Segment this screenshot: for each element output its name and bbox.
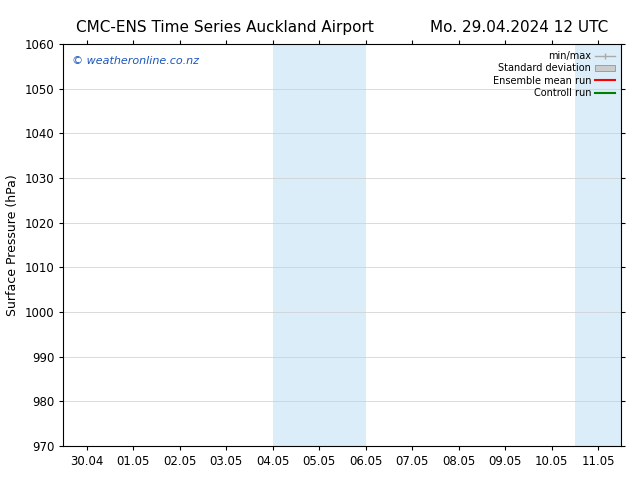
Bar xyxy=(598,44,621,446)
Text: © weatheronline.co.nz: © weatheronline.co.nz xyxy=(72,56,199,66)
Legend: min/max, Standard deviation, Ensemble mean run, Controll run: min/max, Standard deviation, Ensemble me… xyxy=(491,49,616,100)
Text: CMC-ENS Time Series Auckland Airport: CMC-ENS Time Series Auckland Airport xyxy=(76,20,374,35)
Bar xyxy=(319,44,366,446)
Title: CMC-ENS Time Series Auckland Airport      Mo. 29.04.2024 12 UTC: CMC-ENS Time Series Auckland Airport Mo.… xyxy=(0,489,1,490)
Bar xyxy=(273,44,319,446)
Bar xyxy=(575,44,598,446)
Y-axis label: Surface Pressure (hPa): Surface Pressure (hPa) xyxy=(6,174,19,316)
Text: Mo. 29.04.2024 12 UTC: Mo. 29.04.2024 12 UTC xyxy=(430,20,609,35)
